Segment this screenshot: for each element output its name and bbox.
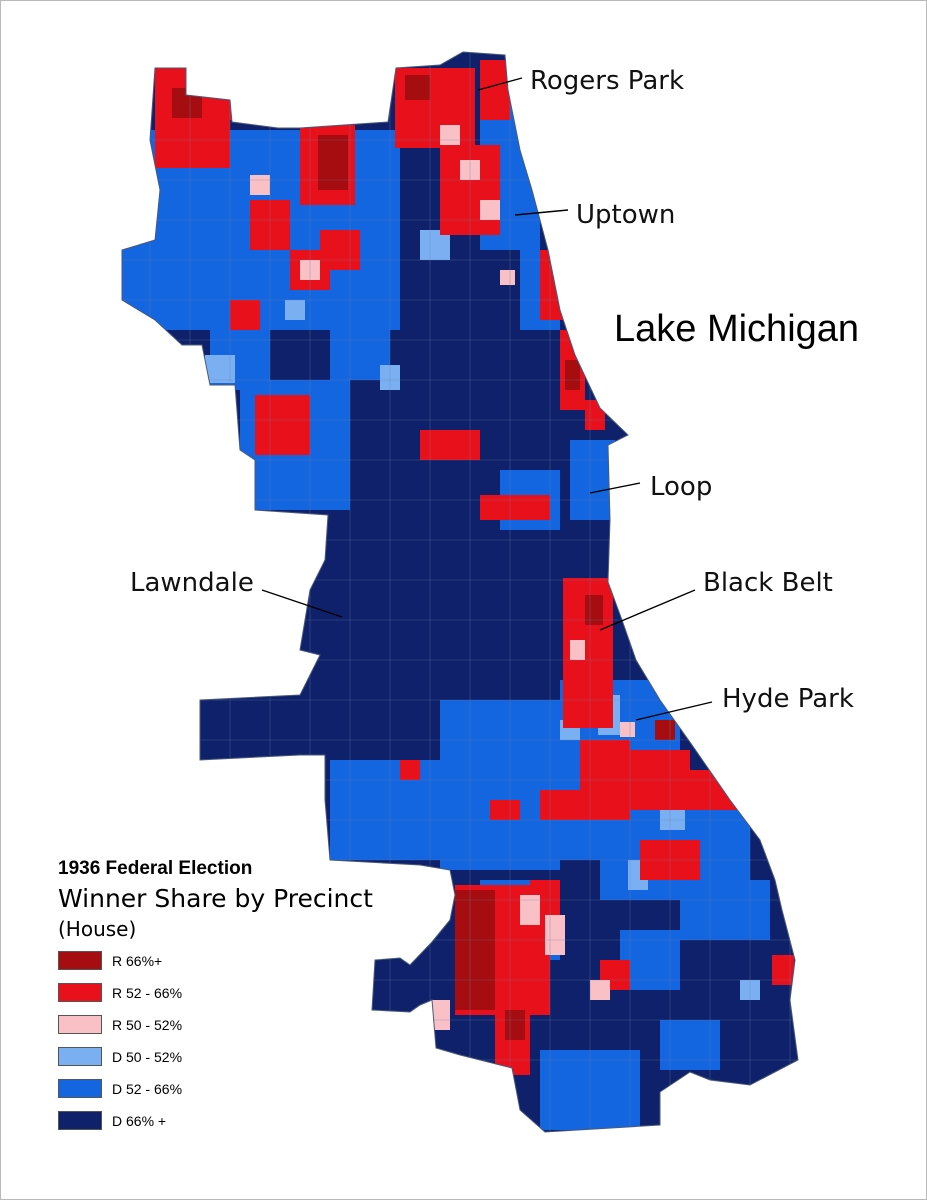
legend-item-label: D 52 - 66% [112, 1080, 183, 1097]
legend-item: R 66%+ [58, 951, 373, 970]
legend: 1936 Federal Election Winner Share by Pr… [58, 858, 373, 1143]
legend-item: R 50 - 52% [58, 1015, 373, 1034]
legend-item: R 52 - 66% [58, 983, 373, 1002]
label-loop: Loop [650, 472, 713, 502]
label-black-belt: Black Belt [703, 568, 833, 598]
leader-rogers-park [477, 77, 523, 91]
legend-swatch [58, 951, 102, 970]
legend-item-label: R 50 - 52% [112, 1016, 183, 1033]
legend-item-label: D 50 - 52% [112, 1048, 183, 1065]
legend-item-label: R 66%+ [112, 952, 163, 969]
legend-item-label: D 66% + [112, 1112, 167, 1129]
water-label: Lake Michigan [614, 308, 860, 350]
legend-swatch [58, 1015, 102, 1034]
legend-swatch [58, 1079, 102, 1098]
label-lawndale: Lawndale [130, 568, 254, 598]
legend-title: 1936 Federal Election [58, 858, 253, 879]
legend-item-label: R 52 - 66% [112, 984, 183, 1001]
leader-lawndale [261, 589, 343, 618]
label-hyde-park: Hyde Park [722, 684, 854, 714]
legend-item: D 52 - 66% [58, 1079, 373, 1098]
city-precincts [121, 51, 799, 1133]
legend-item: D 50 - 52% [58, 1047, 373, 1066]
legend-note: (House) [58, 917, 137, 941]
legend-swatch [58, 983, 102, 1002]
label-rogers-park: Rogers Park [530, 66, 684, 96]
leader-uptown [514, 209, 569, 216]
legend-item: D 66% + [58, 1111, 373, 1130]
leader-loop [589, 482, 641, 494]
legend-subtitle: Winner Share by Precinct [58, 884, 373, 913]
r-66-regions [172, 75, 675, 1040]
legend-swatch [58, 1047, 102, 1066]
leader-lines [261, 77, 713, 721]
leader-hyde-park [635, 701, 713, 721]
label-uptown: Uptown [576, 200, 676, 230]
legend-swatch [58, 1111, 102, 1130]
leader-black-belt [599, 589, 696, 631]
legend-items: R 66%+ R 52 - 66% R 50 - 52% D 50 - 52% D 52… [58, 951, 373, 1130]
